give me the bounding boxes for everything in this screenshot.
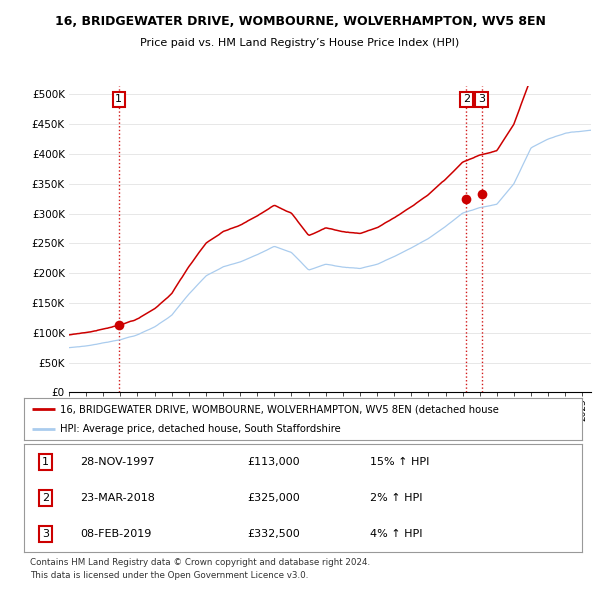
Text: Contains HM Land Registry data © Crown copyright and database right 2024.: Contains HM Land Registry data © Crown c… [30,558,370,566]
Text: 2: 2 [41,493,49,503]
Text: 16, BRIDGEWATER DRIVE, WOMBOURNE, WOLVERHAMPTON, WV5 8EN: 16, BRIDGEWATER DRIVE, WOMBOURNE, WOLVER… [55,15,545,28]
Text: £332,500: £332,500 [247,529,300,539]
Text: 2% ↑ HPI: 2% ↑ HPI [370,493,422,503]
Text: £113,000: £113,000 [247,457,300,467]
Text: 3: 3 [42,529,49,539]
Text: 28-NOV-1997: 28-NOV-1997 [80,457,154,467]
Text: 15% ↑ HPI: 15% ↑ HPI [370,457,430,467]
Text: 08-FEB-2019: 08-FEB-2019 [80,529,151,539]
Text: 2: 2 [463,94,470,104]
Text: 1: 1 [42,457,49,467]
Text: 23-MAR-2018: 23-MAR-2018 [80,493,155,503]
Text: 16, BRIDGEWATER DRIVE, WOMBOURNE, WOLVERHAMPTON, WV5 8EN (detached house: 16, BRIDGEWATER DRIVE, WOMBOURNE, WOLVER… [60,404,499,414]
Text: 4% ↑ HPI: 4% ↑ HPI [370,529,422,539]
Text: Price paid vs. HM Land Registry’s House Price Index (HPI): Price paid vs. HM Land Registry’s House … [140,38,460,48]
Text: 3: 3 [478,94,485,104]
Text: HPI: Average price, detached house, South Staffordshire: HPI: Average price, detached house, Sout… [60,424,341,434]
Text: This data is licensed under the Open Government Licence v3.0.: This data is licensed under the Open Gov… [30,571,308,579]
Text: 1: 1 [115,94,122,104]
Text: £325,000: £325,000 [247,493,300,503]
